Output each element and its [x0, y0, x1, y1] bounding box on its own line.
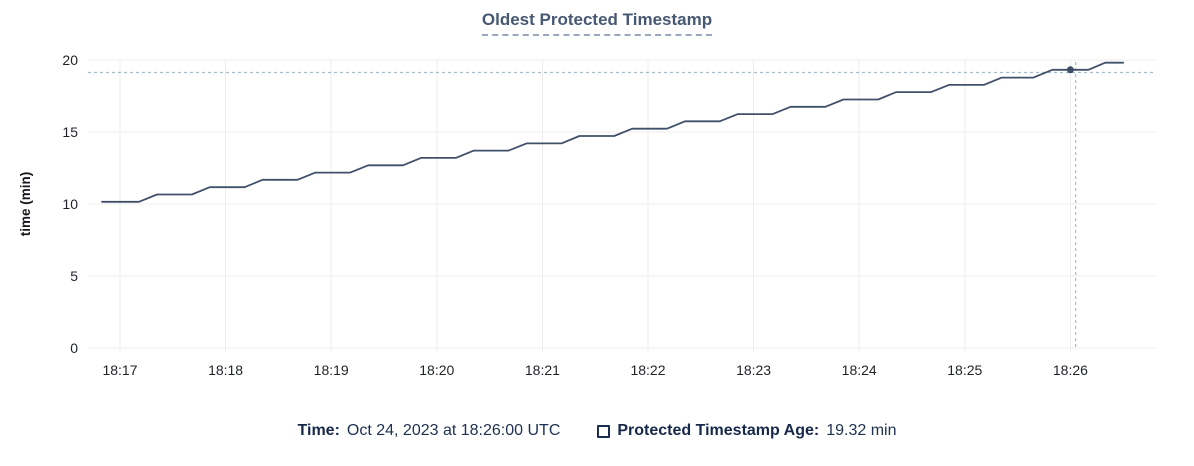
y-tick-label: 5	[70, 268, 78, 284]
legend-time-label: Time:	[297, 422, 340, 439]
x-tick-label: 18:21	[525, 362, 560, 378]
line-chart-plot-area[interactable]: 0 5 10 15 20 18:17 18:18 18:19 18:20 18:21 18:22 18…	[0, 0, 1194, 400]
y-tick-label: 15	[62, 124, 78, 140]
x-tick-label: 18:22	[630, 362, 665, 378]
legend-time-value: Oct 24, 2023 at 18:26:00 UTC	[346, 422, 561, 439]
chart-legend: Time: Oct 24, 2023 at 18:26:00 UTC Prote…	[0, 420, 1194, 442]
y-axis-label: time (min)	[18, 172, 33, 237]
y-tick-label: 20	[62, 52, 78, 68]
x-tick-label: 18:20	[419, 362, 454, 378]
hover-point-marker	[1066, 66, 1074, 74]
x-tick-label: 18:17	[102, 362, 137, 378]
legend-series-value: 19.32 min	[826, 422, 897, 439]
x-tick-label: 18:25	[947, 362, 982, 378]
x-tick-label: 18:23	[736, 362, 771, 378]
legend-series-label[interactable]: Protected Timestamp Age:	[617, 422, 820, 439]
series-checkbox-icon[interactable]	[597, 424, 611, 438]
x-tick-label: 18:19	[314, 362, 349, 378]
x-tick-label: 18:26	[1053, 362, 1088, 378]
x-tick-label: 18:18	[208, 362, 243, 378]
series-line-protected-timestamp-age	[101, 61, 1125, 203]
y-tick-label: 10	[62, 196, 78, 212]
chart-title-row: Oldest Protected Timestamp	[0, 10, 1194, 36]
x-tick-label: 18:24	[842, 362, 877, 378]
y-tick-label: 0	[70, 340, 78, 356]
chart-title[interactable]: Oldest Protected Timestamp	[481, 10, 713, 36]
